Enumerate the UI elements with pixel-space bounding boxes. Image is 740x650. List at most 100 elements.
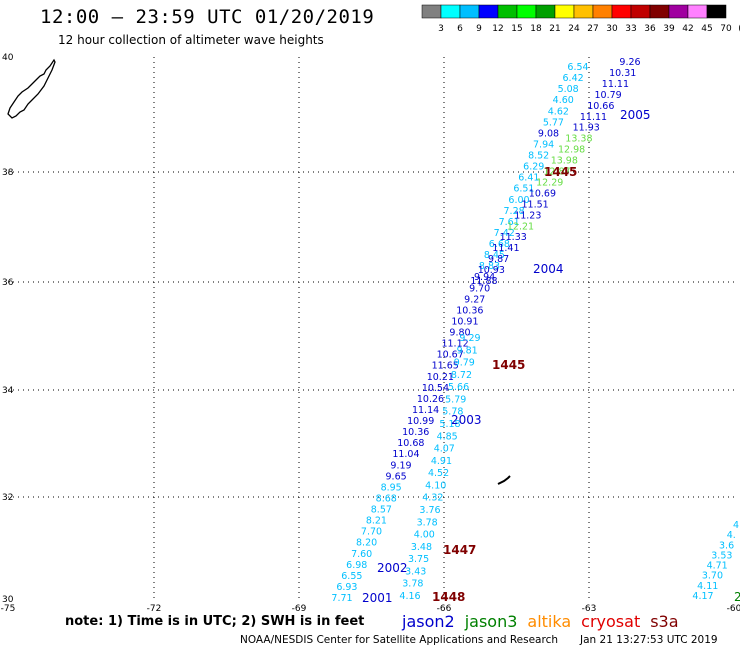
- colorbar-label: 30: [606, 24, 618, 34]
- wave-height-label: 13.98: [551, 156, 578, 167]
- wave-height-label: 3.78: [417, 517, 438, 528]
- wave-height-label: 9.80: [449, 328, 470, 339]
- wave-height-label: 4.17: [692, 591, 713, 602]
- wave-height-label: 6.00: [508, 195, 529, 206]
- wave-height-label: 3.53: [711, 550, 732, 561]
- wave-height-label: 9.29: [459, 333, 480, 344]
- axis-tick-labels: -75 -72 -69 -66 -63 -60 40 38 36 34 32 30: [1, 53, 740, 614]
- wave-height-label: 9.79: [454, 358, 475, 369]
- wave-height-label: 9.70: [469, 283, 490, 294]
- colorbar-swatch: [535, 4, 556, 19]
- wave-height-label: 5.77: [543, 117, 564, 128]
- colorbar-swatch: [516, 4, 537, 19]
- coastline-shape: [7, 58, 56, 119]
- wave-height-label: 10.21: [427, 372, 454, 383]
- wave-height-label: 4.10: [425, 480, 446, 491]
- wave-height-label: 4.32: [422, 493, 443, 504]
- wave-height-label: 5.79: [445, 394, 466, 405]
- wave-height-label: 10.69: [529, 188, 556, 199]
- wave-height-label: 13.38: [565, 134, 592, 145]
- wave-height-label: 9.08: [538, 128, 559, 139]
- page-subtitle: 12 hour collection of altimeter wave hei…: [58, 33, 324, 47]
- pass-label: 2002: [377, 561, 408, 575]
- wave-height-label: 7.61: [499, 217, 520, 228]
- lon-tick-label: -66: [437, 604, 452, 614]
- colorbar-swatch: [630, 4, 651, 19]
- pass-label: 2: [734, 590, 740, 604]
- colorbar-label: 9: [476, 24, 482, 34]
- colorbar-swatch: [592, 4, 613, 19]
- wave-height-label: 11.33: [500, 232, 527, 243]
- pass-label: 1445: [544, 165, 577, 179]
- note-text: note: 1) Time is in UTC; 2) SWH is in fe…: [65, 614, 365, 629]
- legend-item: jason2: [402, 612, 455, 631]
- colorbar-swatch: [687, 4, 708, 19]
- legend-item: altika: [527, 612, 572, 631]
- wave-height-label: 9.26: [619, 57, 640, 68]
- wave-height-label: 4.00: [414, 530, 435, 541]
- colorbar-label: 15: [511, 24, 522, 34]
- wave-height-label: 7.28: [504, 206, 525, 217]
- pass-label: 2001: [362, 591, 393, 605]
- lon-tick-label: -75: [1, 604, 16, 614]
- wave-height-label: 10.79: [594, 90, 621, 101]
- wave-height-label: 6.51: [513, 184, 534, 195]
- colorbar-label: 21: [549, 24, 560, 34]
- colorbar-swatch: [649, 4, 670, 19]
- colorbar-label: (ft): [738, 24, 740, 34]
- wave-height-label: 4.07: [434, 444, 455, 455]
- wave-height-label: 4.52: [428, 468, 449, 479]
- lat-tick-label: 30: [2, 595, 14, 605]
- wave-height-label: 6.68: [489, 239, 510, 250]
- graticule: [8, 57, 734, 599]
- wave-height-label: 11.11: [602, 79, 629, 90]
- colorbar-swatch: [554, 4, 575, 19]
- wave-height-label: 10.36: [456, 305, 483, 316]
- wave-height-label: 7.60: [351, 549, 372, 560]
- pass-label: 2004: [533, 262, 564, 276]
- wave-height-label: 9.87: [488, 254, 509, 265]
- timestamp-text: Jan 21 13:27:53 UTC 2019: [580, 634, 718, 646]
- wave-height-label: 6.29: [523, 162, 544, 173]
- colorbar-swatch: [421, 4, 442, 19]
- pass-label: 1447: [443, 543, 476, 557]
- wave-height-label: 9.94: [474, 272, 495, 283]
- wave-height-label: 12.87: [543, 167, 570, 178]
- wave-height-label: 8.21: [366, 516, 387, 527]
- colorbar-label: 24: [568, 24, 580, 34]
- coastline: [7, 58, 511, 485]
- legend-item: s3a: [650, 612, 679, 631]
- wave-height-label: 5.18: [439, 419, 460, 430]
- wave-height-label: 11.51: [521, 199, 548, 210]
- wave-height-label: 11.88: [470, 276, 497, 287]
- wave-height-label: 7.71: [331, 593, 352, 604]
- colorbar-label: 33: [625, 24, 636, 34]
- wave-height-label: 8.45: [484, 250, 505, 261]
- wave-height-label: 10.31: [609, 68, 636, 79]
- wave-height-label: 6.54: [567, 62, 588, 73]
- wave-height-label: 5.08: [558, 84, 579, 95]
- pass-label: 1448: [432, 590, 465, 604]
- wave-height-label: 8.72: [451, 370, 472, 381]
- wave-height-label: 5.78: [442, 407, 463, 418]
- wave-height-label: 7.42: [494, 228, 515, 239]
- colorbar-label: 70: [720, 24, 732, 34]
- wave-height-label: 10.36: [402, 427, 429, 438]
- colorbar-swatch: [478, 4, 499, 19]
- wave-height-label: 6.55: [341, 571, 362, 582]
- wave-height-label: 4.91: [431, 456, 452, 467]
- wave-height-label: 10.93: [478, 265, 505, 276]
- wave-height-label: 4.85: [437, 431, 458, 442]
- colorbar-label: 27: [587, 24, 598, 34]
- lat-tick-label: 34: [2, 386, 14, 396]
- wave-height-label: 7.70: [361, 527, 382, 538]
- legend-item: jason3: [464, 612, 518, 631]
- wave-height-label: 3.6: [719, 540, 734, 551]
- lat-tick-label: 36: [2, 278, 14, 288]
- pass-labels: 2005 2004 2003 2002 2001 1445 1445 1447 1448 2: [362, 108, 740, 605]
- wave-height-label: 6.93: [336, 582, 357, 593]
- colorbar-label: 6: [457, 24, 463, 34]
- wave-height-label: 6.41: [518, 173, 539, 184]
- lat-tick-label: 38: [2, 168, 14, 178]
